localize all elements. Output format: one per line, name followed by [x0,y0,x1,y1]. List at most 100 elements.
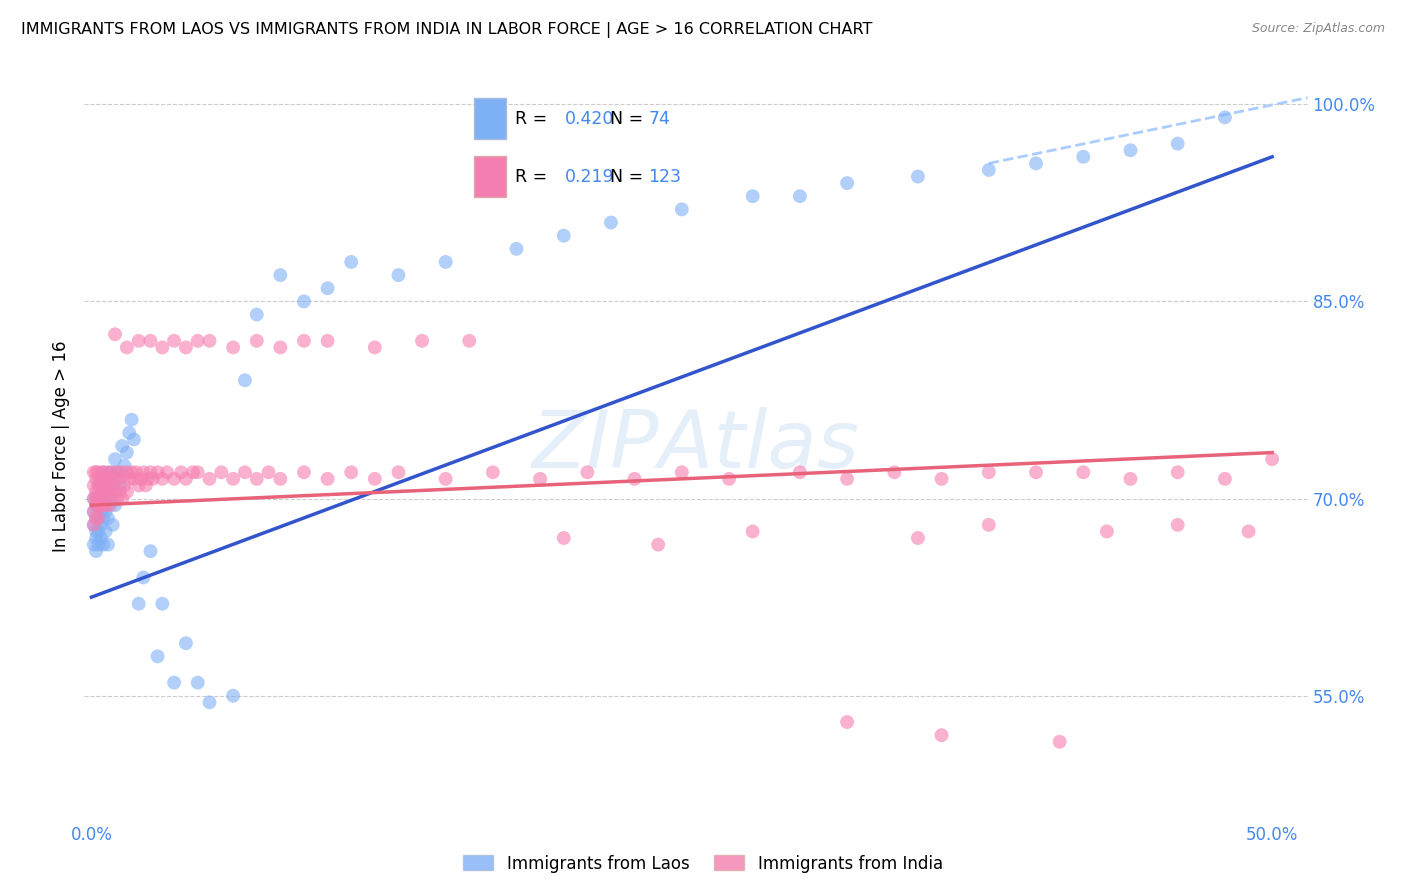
Point [94,524,117,539]
Point [94,498,117,512]
Point [129,472,152,486]
Point [931,472,953,486]
Point [1119,143,1142,157]
Point [977,465,1000,479]
Point [718,472,741,486]
Point [83,491,105,506]
Point [91,465,114,479]
Point [115,465,138,479]
Point [187,675,209,690]
Point [87,478,110,492]
Point [94,472,117,486]
Point [387,268,409,282]
Point [1213,472,1236,486]
Point [187,465,209,479]
Point [125,465,148,479]
Point [292,334,315,348]
Point [94,505,117,519]
Point [150,597,173,611]
Point [91,511,114,525]
Point [1025,156,1047,170]
Point [139,544,162,558]
Point [209,465,232,479]
Point [647,538,669,552]
Point [118,472,141,486]
Point [1119,472,1142,486]
Point [107,491,129,506]
Point [97,478,120,492]
Point [101,465,124,479]
Point [741,189,763,203]
Point [222,472,245,486]
Point [1071,465,1094,479]
Point [139,465,162,479]
Point [115,485,138,500]
Point [931,728,953,742]
Point [482,465,505,479]
Point [387,465,409,479]
Point [340,255,363,269]
Point [91,472,114,486]
Point [246,308,269,322]
Point [114,478,136,492]
Point [163,334,186,348]
Point [835,714,858,729]
Text: ZIP​Atlas: ZIP​Atlas [531,407,860,485]
Point [87,524,110,539]
Point [907,169,929,184]
Point [122,433,145,447]
Point [156,465,179,479]
Text: IMMIGRANTS FROM LAOS VS IMMIGRANTS FROM INDIA IN LABOR FORCE | AGE > 16 CORRELAT: IMMIGRANTS FROM LAOS VS IMMIGRANTS FROM … [21,22,873,38]
Point [111,465,134,479]
Point [623,472,645,486]
Point [576,465,599,479]
Point [104,452,127,467]
Point [101,478,124,492]
Point [233,373,256,387]
Point [84,465,107,479]
Point [90,491,112,506]
Point [83,505,105,519]
Point [222,689,245,703]
Point [1167,136,1189,151]
Point [529,472,551,486]
Point [1261,452,1284,467]
Point [121,465,143,479]
Point [434,255,457,269]
Point [87,538,110,552]
Point [91,465,114,479]
Point [174,472,197,486]
Point [222,340,245,354]
Point [1167,517,1189,532]
Point [108,472,131,486]
Point [101,478,124,492]
Point [1095,524,1118,539]
Point [83,491,105,506]
Point [835,472,858,486]
Point [139,334,162,348]
Point [90,478,112,492]
Point [1049,735,1071,749]
Point [198,334,221,348]
Point [108,478,131,492]
Point [90,498,112,512]
Point [198,695,221,709]
Point [90,517,112,532]
Point [84,511,107,525]
Point [90,498,112,512]
Point [1213,111,1236,125]
Point [233,465,256,479]
Point [269,472,291,486]
Point [87,491,110,506]
Point [98,485,121,500]
Point [84,544,107,558]
Point [91,485,114,500]
Point [789,189,811,203]
Point [115,340,138,354]
Point [98,498,121,512]
Point [907,531,929,545]
Point [671,202,693,217]
Point [269,268,291,282]
Point [83,478,105,492]
Point [97,498,120,512]
